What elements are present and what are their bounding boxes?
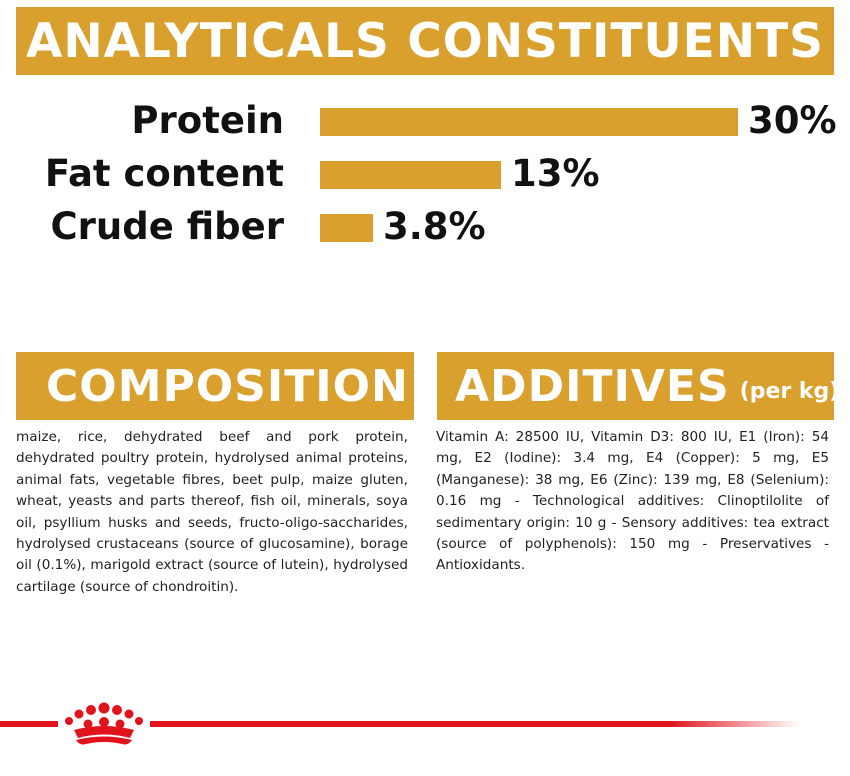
royal-canin-crown-icon bbox=[65, 702, 143, 745]
metric-label-fat: Fat content bbox=[44, 152, 284, 195]
additives-subtitle: (per kg) bbox=[739, 378, 834, 404]
composition-text: maize, rice, dehydrated beef and pork pr… bbox=[16, 429, 408, 595]
metric-value-protein: 30% bbox=[748, 99, 837, 142]
footer-line-right bbox=[150, 721, 800, 727]
metric-bar-fat bbox=[320, 161, 501, 189]
additives-text: Vitamin A: 28500 IU, Vitamin D3: 800 IU,… bbox=[436, 429, 829, 574]
metric-label-protein: Protein bbox=[131, 99, 284, 142]
analytics-title-banner: ANALYTICALS CONSTITUENTS bbox=[16, 7, 834, 75]
metric-bar-protein bbox=[320, 108, 738, 136]
composition-title-banner: COMPOSITION bbox=[16, 352, 414, 420]
analytics-title: ANALYTICALS CONSTITUENTS bbox=[25, 13, 825, 69]
metric-label-fiber: Crude fiber bbox=[50, 205, 284, 248]
metric-value-fiber: 3.8% bbox=[383, 205, 486, 248]
additives-title-banner: ADDITIVES (per kg) bbox=[437, 352, 834, 420]
composition-title: COMPOSITION bbox=[46, 360, 409, 412]
metric-value-fat: 13% bbox=[511, 152, 600, 195]
additives-title: ADDITIVES bbox=[455, 360, 730, 412]
metric-bar-fiber bbox=[320, 214, 373, 242]
footer-line-left bbox=[0, 721, 58, 727]
